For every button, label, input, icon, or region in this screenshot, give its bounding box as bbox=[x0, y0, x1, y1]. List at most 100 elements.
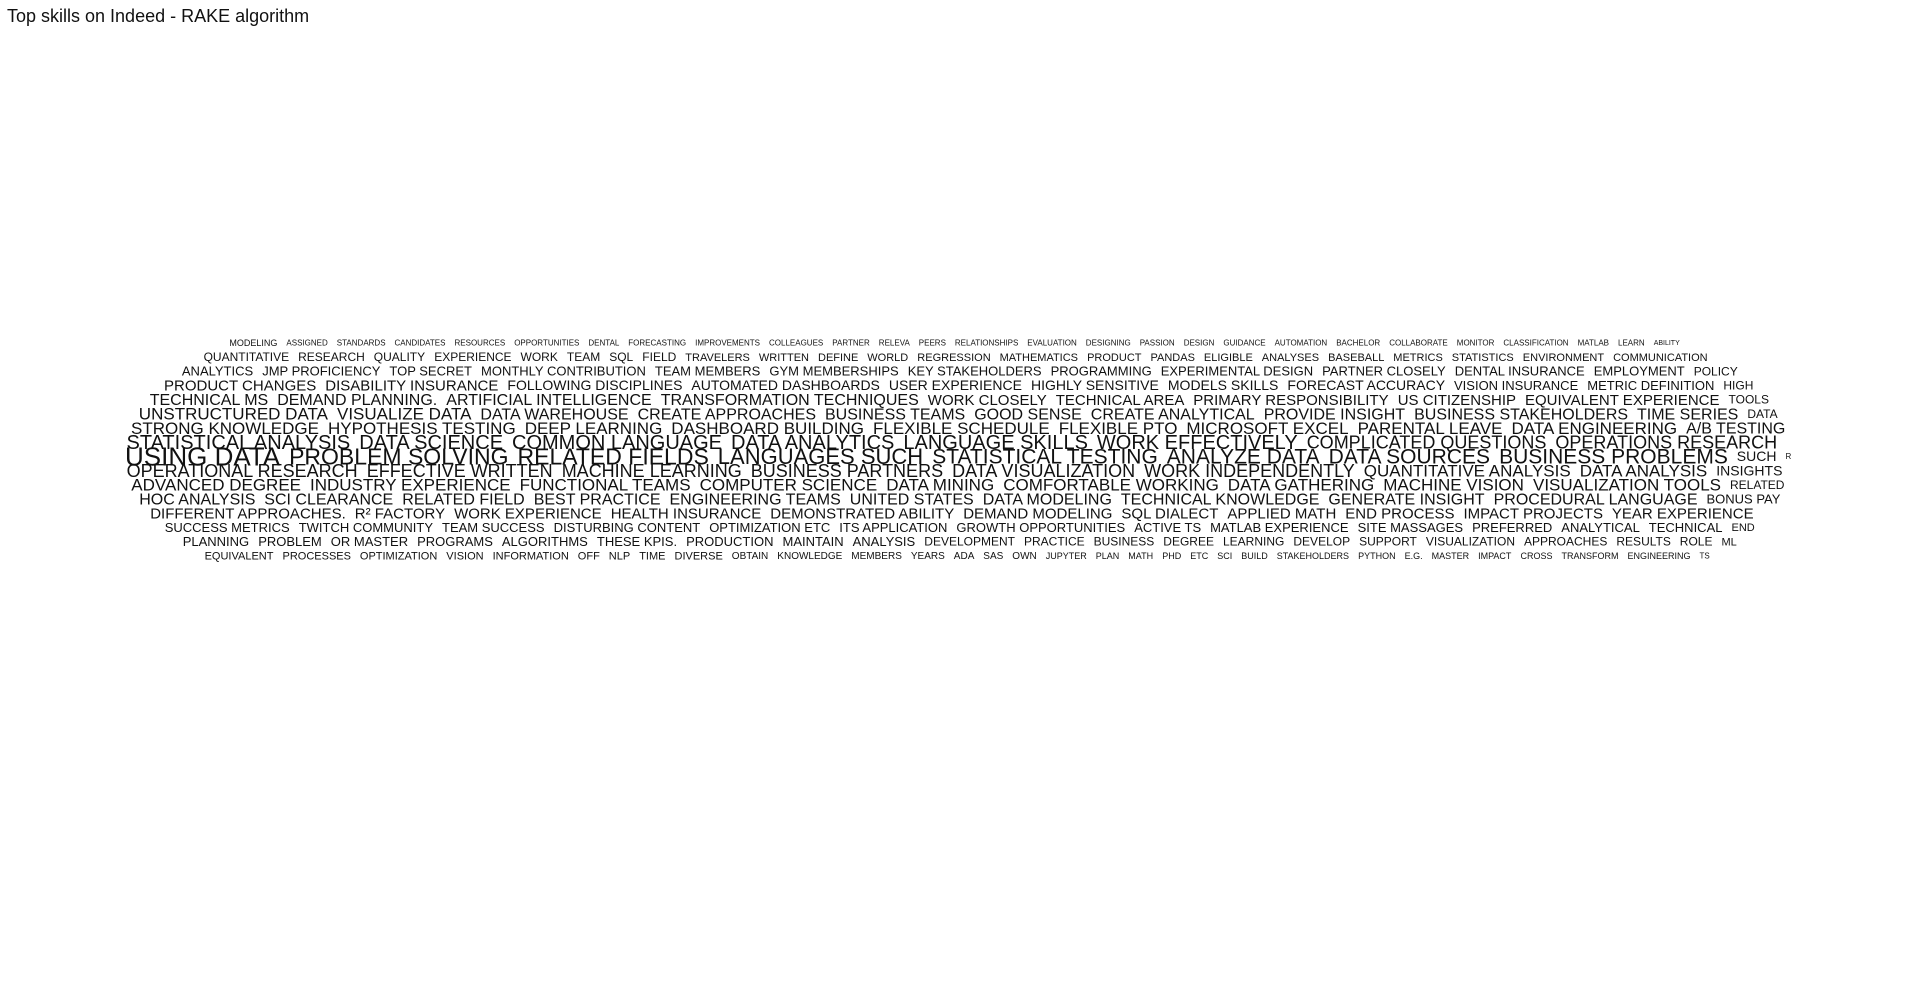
word-impact: IMPACT bbox=[1478, 551, 1512, 561]
word-top-secret: TOP SECRET bbox=[389, 364, 472, 379]
word-data: DATA bbox=[1747, 407, 1777, 421]
word-statistics: STATISTICS bbox=[1452, 352, 1514, 364]
word-releva: RELEVA bbox=[879, 339, 911, 348]
word-or-master: OR MASTER bbox=[331, 534, 408, 549]
word-common-language: COMMON LANGUAGE bbox=[512, 432, 722, 454]
word-etc: ETC bbox=[1190, 551, 1209, 561]
word-related-field: RELATED FIELD bbox=[402, 492, 524, 509]
word-resources: RESOURCES bbox=[455, 339, 506, 348]
word-monitor: MONITOR bbox=[1457, 339, 1495, 348]
word-standards: STANDARDS bbox=[337, 339, 386, 348]
word-high: HIGH bbox=[1723, 379, 1753, 393]
word-impact-projects: IMPACT PROJECTS bbox=[1464, 505, 1603, 522]
word-effective-written: EFFECTIVE WRITTEN bbox=[367, 461, 553, 481]
word-technical-knowledge: TECHNICAL KNOWLEDGE bbox=[1121, 492, 1320, 509]
word-engineering: ENGINEERING bbox=[1628, 551, 1691, 561]
word-site-massages: SITE MASSAGES bbox=[1358, 520, 1464, 535]
word-automation: AUTOMATION bbox=[1275, 339, 1328, 348]
word-pandas: PANDAS bbox=[1151, 352, 1195, 364]
word-equivalent: EQUIVALENT bbox=[205, 551, 274, 563]
word-communication: COMMUNICATION bbox=[1613, 352, 1708, 364]
word-passion: PASSION bbox=[1140, 339, 1175, 348]
word-its-application: ITS APPLICATION bbox=[839, 520, 947, 535]
word-guidance: GUIDANCE bbox=[1223, 339, 1265, 348]
word-preferred: PREFERRED bbox=[1472, 520, 1552, 535]
word-work-effectively: WORK EFFECTIVELY bbox=[1097, 432, 1298, 454]
word-learning: LEARNING bbox=[1223, 535, 1284, 549]
word-operational-research: OPERATIONAL RESEARCH bbox=[127, 461, 358, 481]
word-quantitative-analysis: QUANTITATIVE ANALYSIS bbox=[1364, 461, 1571, 480]
word-twitch-community: TWITCH COMMUNITY bbox=[299, 520, 434, 535]
word-data-engineering: DATA ENGINEERING bbox=[1512, 419, 1678, 438]
word-insights: INSIGHTS bbox=[1716, 462, 1782, 478]
word-years: YEARS bbox=[911, 551, 945, 562]
word-quantitative: QUANTITATIVE bbox=[204, 350, 290, 364]
word-optimization: OPTIMIZATION bbox=[360, 551, 437, 563]
word-mathematics: MATHEMATICS bbox=[1000, 352, 1078, 364]
word-languages-such: LANGUAGES SUCH bbox=[718, 444, 923, 469]
word-math: MATH bbox=[1128, 551, 1153, 561]
word-transformation-techniques: TRANSFORMATION TECHNIQUES bbox=[661, 392, 919, 409]
word-sql: SQL bbox=[609, 350, 633, 364]
word-gym-memberships: GYM MEMBERSHIPS bbox=[769, 364, 899, 379]
word-analyze-data: ANALYZE DATA bbox=[1167, 446, 1320, 469]
word-flexible-pto: FLEXIBLE PTO bbox=[1059, 419, 1178, 438]
word-procedural-language: PROCEDURAL LANGUAGE bbox=[1494, 492, 1698, 509]
word-language-skills: LANGUAGE SKILLS bbox=[903, 432, 1088, 454]
word-transform: TRANSFORM bbox=[1562, 551, 1619, 561]
word-create-analytical: CREATE ANALYTICAL bbox=[1091, 406, 1255, 423]
word-operations-research: OPERATIONS RESEARCH bbox=[1555, 432, 1777, 452]
chart-title: Top skills on Indeed - RAKE algorithm bbox=[7, 6, 310, 26]
word-improvements: IMPROVEMENTS bbox=[695, 339, 760, 348]
word-applied-math: APPLIED MATH bbox=[1227, 505, 1336, 522]
word-microsoft-excel: MICROSOFT EXCEL bbox=[1186, 419, 1348, 438]
word-business-partners: BUSINESS PARTNERS bbox=[751, 461, 943, 481]
word-support: SUPPORT bbox=[1359, 535, 1417, 549]
word-industry-experience: INDUSTRY EXPERIENCE bbox=[310, 476, 511, 495]
word-business: BUSINESS bbox=[1094, 535, 1155, 549]
word-e-g: E.G. bbox=[1405, 551, 1423, 561]
word-comfortable-working: COMFORTABLE WORKING bbox=[1003, 476, 1219, 495]
word-sas: SAS bbox=[983, 551, 1003, 562]
word-analytical: ANALYTICAL bbox=[1561, 520, 1640, 535]
word-time: TIME bbox=[639, 551, 665, 563]
word-key-stakeholders: KEY STAKEHOLDERS bbox=[908, 364, 1042, 379]
word-partner-closely: PARTNER CLOSELY bbox=[1322, 364, 1446, 379]
word-business-stakeholders: BUSINESS STAKEHOLDERS bbox=[1414, 406, 1628, 423]
word-business-teams: BUSINESS TEAMS bbox=[825, 406, 965, 423]
word-written: WRITTEN bbox=[759, 352, 809, 364]
word-r: R bbox=[1786, 452, 1792, 461]
word-business-problems: BUSINESS PROBLEMS bbox=[1499, 446, 1728, 469]
word-degree: DEGREE bbox=[1163, 535, 1214, 549]
word-planning: PLANNING bbox=[183, 534, 249, 549]
word-sci: SCI bbox=[1217, 551, 1232, 561]
word-experimental-design: EXPERIMENTAL DESIGN bbox=[1161, 364, 1313, 379]
word-functional-teams: FUNCTIONAL TEAMS bbox=[520, 476, 691, 495]
word-related-fields: RELATED FIELDS bbox=[518, 443, 709, 469]
word-define: DEFINE bbox=[818, 352, 858, 364]
word-highly-sensitive: HIGHLY SENSITIVE bbox=[1031, 377, 1159, 393]
word-role: ROLE bbox=[1680, 535, 1713, 549]
word-research: RESEARCH bbox=[298, 350, 365, 364]
word-approaches: APPROACHES bbox=[1524, 535, 1607, 549]
word-dental: DENTAL bbox=[588, 339, 620, 348]
word-visualization-tools: VISUALIZATION TOOLS bbox=[1533, 476, 1721, 495]
word-forecasting: FORECASTING bbox=[628, 339, 686, 348]
word-off: OFF bbox=[578, 551, 600, 563]
word-metric-definition: METRIC DEFINITION bbox=[1587, 378, 1714, 393]
word-evaluation: EVALUATION bbox=[1027, 339, 1077, 348]
word-technical-area: TECHNICAL AREA bbox=[1056, 392, 1185, 409]
word-candidates: CANDIDATES bbox=[395, 339, 446, 348]
word-visualize-data: VISUALIZE DATA bbox=[337, 405, 472, 424]
word-metrics: METRICS bbox=[1393, 352, 1443, 364]
word-year-experience: YEAR EXPERIENCE bbox=[1612, 505, 1754, 522]
word-ml: ML bbox=[1722, 536, 1737, 548]
word-eligible: ELIGIBLE bbox=[1204, 352, 1253, 364]
word-ts: TS bbox=[1700, 552, 1710, 561]
word-work: WORK bbox=[521, 350, 558, 364]
word-product-changes: PRODUCT CHANGES bbox=[164, 378, 316, 395]
word-ada: ADA bbox=[954, 551, 975, 562]
word-stakeholders: STAKEHOLDERS bbox=[1277, 551, 1349, 561]
word-information: INFORMATION bbox=[493, 551, 569, 563]
word-practice: PRACTICE bbox=[1024, 535, 1085, 549]
